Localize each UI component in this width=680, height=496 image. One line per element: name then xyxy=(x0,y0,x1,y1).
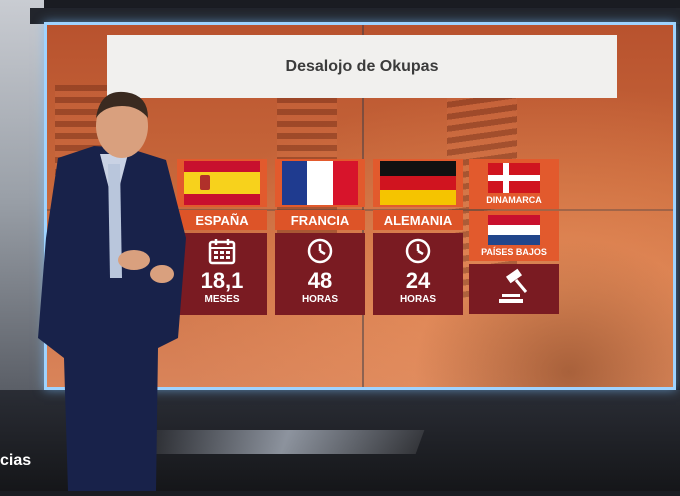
france-flag-icon xyxy=(282,161,358,205)
denmark-flag-icon xyxy=(488,163,540,193)
clock-icon xyxy=(275,233,365,269)
country-card-germany: ALEMANIA 24 HORAS xyxy=(373,159,463,315)
channel-ticker: cias xyxy=(0,452,32,469)
clock-icon xyxy=(373,233,463,269)
country-name: ALEMANIA xyxy=(373,210,463,230)
page-title: Desalojo de Okupas xyxy=(285,57,439,75)
screen-frame xyxy=(30,8,680,24)
gavel-icon xyxy=(494,268,534,311)
country-name: FRANCIA xyxy=(275,210,365,230)
country-unit: MESES xyxy=(204,294,240,305)
netherlands-flag-icon xyxy=(488,215,540,245)
spain-flag-icon xyxy=(184,161,260,205)
presenter xyxy=(38,88,198,491)
country-card-spain: ESPAÑA 18,1 MESES xyxy=(177,159,267,315)
country-name: DINAMARCA xyxy=(486,195,542,205)
title-banner: Desalojo de Okupas xyxy=(107,35,617,98)
country-value: 18,1 xyxy=(200,268,244,293)
country-card-denmark-netherlands: DINAMARCA PAÍSES BAJOS xyxy=(469,159,559,314)
country-name: PAÍSES BAJOS xyxy=(481,247,547,257)
country-name: ESPAÑA xyxy=(177,210,267,230)
country-unit: HORAS xyxy=(399,294,437,305)
country-unit: HORAS xyxy=(301,294,339,305)
calendar-icon xyxy=(177,233,267,269)
country-value: 24 xyxy=(405,268,431,293)
country-value: 48 xyxy=(307,268,333,293)
country-card-france: FRANCIA 48 HORAS xyxy=(275,159,365,315)
germany-flag-icon xyxy=(380,161,456,206)
